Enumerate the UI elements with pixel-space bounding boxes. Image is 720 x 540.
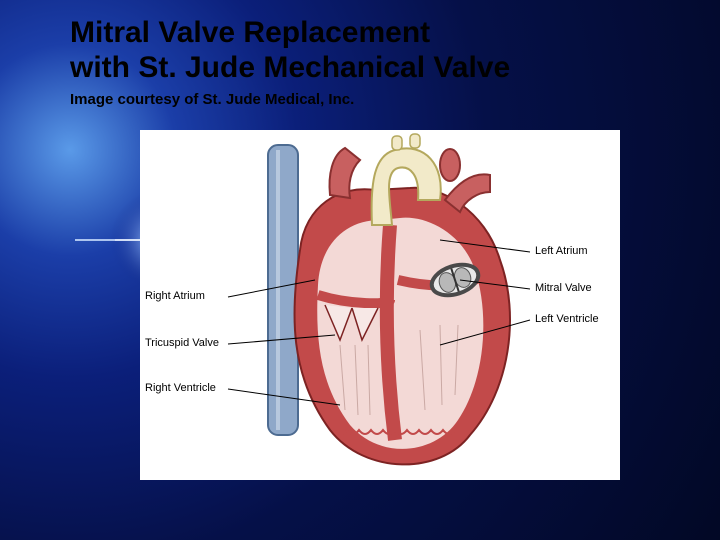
slide: Mitral Valve Replacement with St. Jude M… xyxy=(0,0,720,540)
slide-title: Mitral Valve Replacement with St. Jude M… xyxy=(70,16,690,85)
label-tricuspid: Tricuspid Valve xyxy=(145,337,219,349)
label-mitral-valve: Mitral Valve xyxy=(535,282,592,294)
vena-cava xyxy=(268,145,298,435)
title-line-1: Mitral Valve Replacement xyxy=(70,16,430,49)
label-right-atrium: Right Atrium xyxy=(145,290,205,302)
label-right-ventricle: Right Ventricle xyxy=(145,382,216,394)
heart-diagram: Left Atrium Mitral Valve Left Ventricle … xyxy=(140,130,620,480)
label-left-atrium: Left Atrium xyxy=(535,245,588,257)
title-line-2: with St. Jude Mechanical Valve xyxy=(70,51,510,84)
heart-svg xyxy=(140,130,620,480)
label-left-ventricle: Left Ventricle xyxy=(535,313,599,325)
slide-subtitle: Image courtesy of St. Jude Medical, Inc. xyxy=(70,91,690,108)
